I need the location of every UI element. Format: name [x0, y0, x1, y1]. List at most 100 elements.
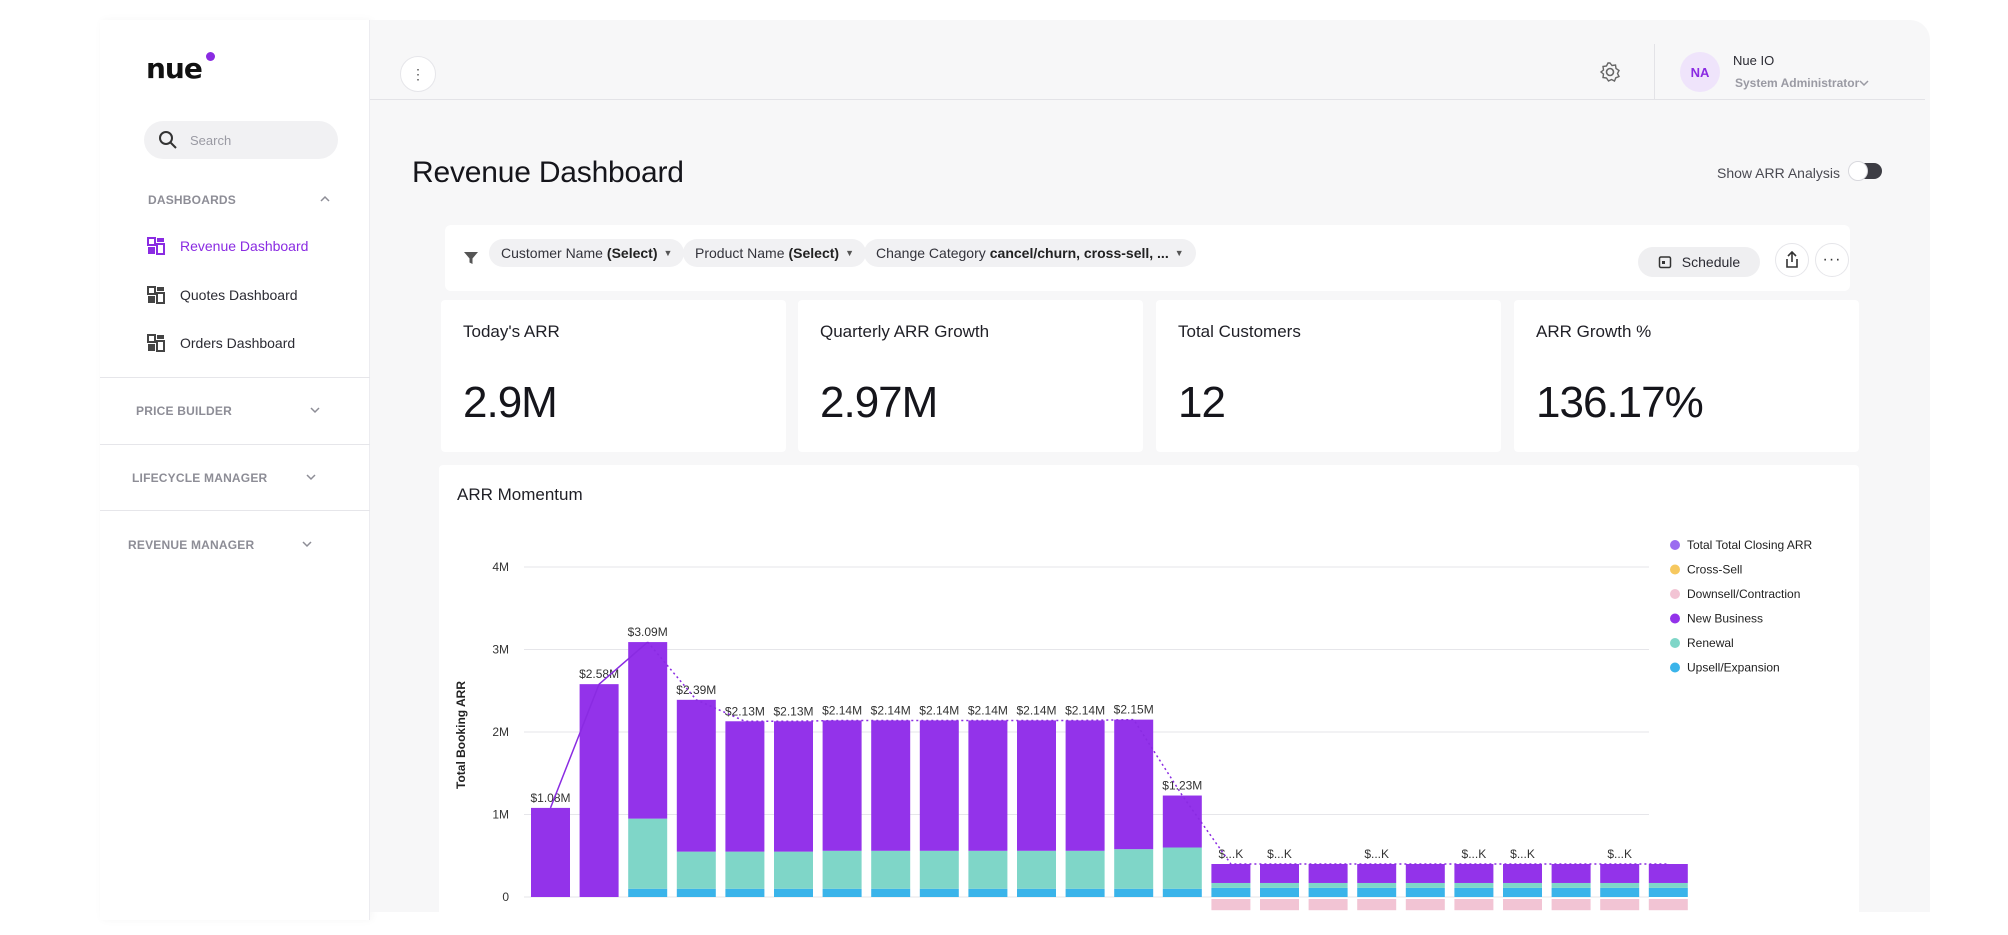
bar-segment-new-business	[1114, 719, 1154, 850]
bar-segment-renewal	[1357, 882, 1397, 888]
filter-value: (Select)	[788, 245, 840, 261]
bar-segment-renewal	[1551, 882, 1591, 888]
kpi-label: Total Customers	[1178, 322, 1301, 341]
bar-segment-upsell-expansion	[1648, 887, 1688, 897]
legend-label: Downsell/Contraction	[1687, 587, 1800, 601]
schedule-label: Schedule	[1681, 254, 1741, 270]
sidebar-item-label: Orders Dashboard	[180, 335, 296, 351]
arr-momentum-card: ARR Momentum 0 1M 2M 3M 4M Total Booking ARR $…	[439, 465, 1859, 935]
sidebar-item-revenue-dashboard[interactable]: Revenue Dashboard	[146, 231, 308, 261]
bar-segment-upsell-expansion	[1260, 887, 1299, 897]
bar-segment-new-business	[579, 684, 619, 897]
bar-segment-downsell-contraction	[1503, 899, 1542, 911]
brand-logo[interactable]: nue	[146, 52, 203, 85]
chevron-down-icon[interactable]	[300, 537, 314, 551]
page-title: Revenue Dashboard	[412, 156, 684, 189]
search-input[interactable]	[190, 121, 330, 159]
bar-segment-new-business	[1357, 864, 1397, 883]
bar-segment-upsell-expansion	[1503, 887, 1542, 897]
legend-marker	[1670, 589, 1680, 599]
chevron-up-icon[interactable]	[318, 192, 332, 206]
bar-segment-new-business	[628, 642, 668, 819]
arr-analysis-toggle[interactable]	[1848, 161, 1882, 181]
bar-segment-new-business	[676, 699, 716, 852]
bar-data-label: $2.58M	[579, 667, 619, 681]
search-box[interactable]	[144, 121, 338, 159]
bar-data-label: $2.14M	[1016, 703, 1056, 717]
sidebar-item-quotes-dashboard[interactable]: Quotes Dashboard	[146, 280, 298, 310]
header-divider	[1654, 44, 1655, 100]
bar-segment-upsell-expansion	[1405, 887, 1445, 897]
legend-marker	[1670, 638, 1680, 648]
brand-logo-dot	[206, 52, 215, 61]
bar-segment-upsell-expansion	[1065, 888, 1105, 897]
filter-chip-change-category[interactable]: Change Category cancel/churn, cross-sell,…	[864, 239, 1196, 267]
sidebar-item-label: Revenue Dashboard	[180, 238, 309, 254]
bar-segment-new-business	[1600, 864, 1640, 883]
bar-segment-new-business	[1065, 720, 1105, 851]
chevron-down-icon[interactable]	[308, 403, 322, 417]
share-button[interactable]	[1775, 243, 1809, 277]
bar-segment-renewal	[919, 850, 959, 889]
bar-segment-renewal	[1017, 850, 1056, 889]
bar-segment-new-business	[774, 721, 813, 852]
dashboards-section-header[interactable]: DASHBOARDS	[148, 193, 237, 207]
legend-label: Total Total Closing ARR	[1687, 538, 1813, 552]
more-menu-button[interactable]: ⋮	[400, 56, 436, 92]
bar-segment-new-business	[919, 720, 959, 851]
bar-data-label: $2.14M	[1065, 703, 1105, 717]
calendar-icon	[1658, 256, 1672, 269]
schedule-button[interactable]: Schedule	[1638, 247, 1760, 277]
lifecycle-manager-section-header[interactable]: LIFECYCLE MANAGER	[132, 471, 268, 485]
bar-segment-renewal	[1648, 882, 1688, 888]
sidebar-divider	[100, 444, 370, 445]
price-builder-section-header[interactable]: PRICE BUILDER	[136, 404, 232, 418]
y-tick-label: 1M	[492, 808, 509, 822]
filter-chip-customer-name[interactable]: Customer Name (Select) ▼	[489, 239, 685, 267]
bar-data-label: $2.14M	[822, 703, 862, 717]
share-icon	[1786, 251, 1798, 268]
arr-momentum-chart: 0 1M 2M 3M 4M Total Booking ARR $1.08M $2.58M $3…	[454, 538, 1813, 911]
bar-segment-new-business	[1260, 864, 1299, 883]
legend-marker	[1670, 564, 1680, 575]
filter-name: Product Name	[695, 245, 785, 261]
revenue-manager-section-header[interactable]: REVENUE MANAGER	[128, 538, 255, 552]
bar-segment-new-business	[1551, 864, 1591, 883]
filter-icon	[464, 252, 478, 264]
bar-segment-renewal	[1503, 882, 1542, 888]
bar-segment-upsell-expansion	[1357, 887, 1397, 897]
filter-value: (Select)	[606, 245, 658, 261]
bar-data-label: $2.14M	[968, 703, 1008, 717]
y-axis-label: Total Booking ARR	[454, 681, 468, 789]
bar-segment-new-business	[1503, 864, 1542, 883]
bar-segment-renewal	[725, 851, 765, 889]
legend-marker	[1670, 662, 1680, 673]
legend-label: Upsell/Expansion	[1687, 661, 1780, 675]
bar-segment-downsell-contraction	[1551, 899, 1591, 911]
bar-segment-new-business	[1162, 795, 1202, 848]
gear-icon[interactable]	[1598, 60, 1622, 84]
chart-title: ARR Momentum	[457, 485, 583, 504]
bar-segment-downsell-contraction	[1648, 899, 1688, 911]
kpi-card-todays-arr: Today's ARR 2.9M	[441, 300, 786, 452]
sidebar-item-orders-dashboard[interactable]: Orders Dashboard	[146, 328, 295, 358]
kpi-value: 2.97M	[820, 378, 938, 427]
filter-chip-product-name[interactable]: Product Name (Select) ▼	[683, 239, 866, 267]
legend-marker	[1670, 540, 1680, 550]
y-tick-label: 0	[502, 890, 509, 904]
avatar[interactable]: NA	[1680, 52, 1720, 92]
bar-segment-upsell-expansion	[968, 888, 1008, 897]
bar-segment-new-business	[1648, 864, 1688, 883]
bar-segment-downsell-contraction	[1260, 899, 1299, 911]
bar-segment-renewal	[1114, 849, 1154, 889]
bar-segment-upsell-expansion	[1017, 888, 1056, 897]
sidebar-divider	[100, 377, 370, 378]
bar-data-label: $1.08M	[530, 791, 570, 805]
bar-segment-new-business	[1308, 864, 1348, 883]
more-options-button[interactable]: ···	[1815, 243, 1849, 277]
bar-segment-upsell-expansion	[628, 888, 668, 897]
dashboard-icon	[147, 334, 165, 352]
bar-data-label: $...K	[1219, 847, 1244, 861]
chevron-down-icon[interactable]	[1857, 76, 1871, 90]
chevron-down-icon[interactable]	[304, 470, 318, 484]
